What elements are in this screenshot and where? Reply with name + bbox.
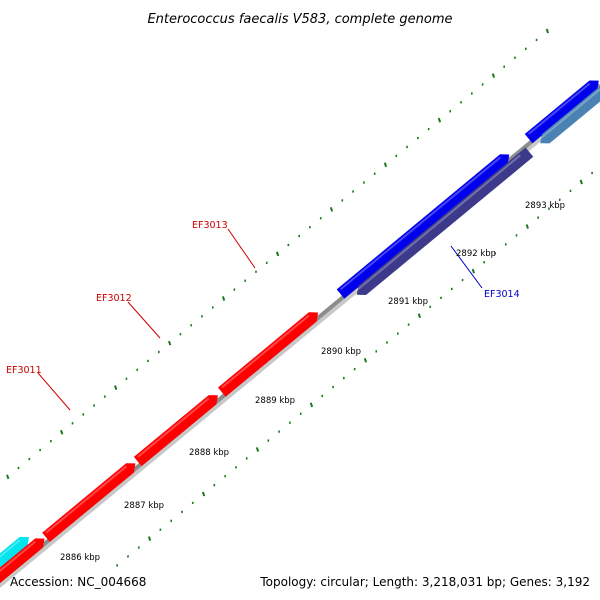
outer-dot	[275, 251, 280, 257]
callout-line-ef3011	[37, 372, 71, 411]
tick-label: 2889 kbp	[255, 396, 295, 406]
gene-highlight	[45, 465, 127, 534]
gene-highlight	[356, 154, 521, 291]
map-title: Enterococcus faecalis V583, complete gen…	[147, 12, 452, 27]
tick-label: 2888 kbp	[189, 448, 229, 458]
gene-arrow	[336, 154, 510, 299]
tick-label: 2893 kbp	[525, 201, 565, 211]
gene-highlight	[539, 88, 600, 140]
scale-ticks: 2886 kbp 2887 kbp 2888 kbp 2889 kbp 2890 kbp…	[60, 201, 565, 563]
gene-callouts: EF3011 EF3012 EF3013 EF3014	[6, 220, 520, 411]
gene-arrow	[0, 536, 29, 569]
inner-dot-ring	[116, 171, 593, 567]
gene-label-ef3013: EF3013	[192, 220, 228, 231]
outer-dot	[545, 28, 549, 34]
inner-dot	[255, 447, 260, 452]
tick-label: 2891 kbp	[388, 297, 428, 307]
gene-arrow-ef3012	[133, 395, 218, 467]
gene-arrow-ef3013	[218, 312, 319, 397]
tick-label: 2892 kbp	[456, 249, 496, 259]
inner-dot	[471, 268, 475, 274]
inner-dot	[579, 179, 583, 185]
gene-highlight	[528, 82, 591, 135]
genome-summary-text: Topology: circular; Length: 3,218,031 bp…	[259, 575, 590, 589]
gene-arrow	[0, 538, 45, 584]
tick-label: 2890 kbp	[321, 347, 361, 357]
inner-dot	[363, 357, 368, 363]
outer-dot	[329, 206, 334, 212]
tick-label: 2887 kbp	[124, 501, 164, 511]
accession-text: Accession: NC_004668	[10, 575, 146, 589]
outer-dot	[60, 429, 64, 435]
outer-dot-ring	[6, 28, 549, 480]
outer-dot	[437, 117, 442, 123]
outer-dot	[6, 474, 10, 480]
gene-arrow	[540, 86, 600, 144]
gene-track	[0, 80, 600, 584]
inner-dot	[417, 313, 422, 319]
inner-dot	[147, 536, 152, 541]
inner-dot	[525, 224, 529, 229]
gene-label-ef3011: EF3011	[6, 365, 42, 376]
callout-line-ef3012	[127, 301, 161, 339]
gene-highlight	[0, 540, 36, 573]
gene-arrow	[524, 80, 599, 144]
gene-label-ef3012: EF3012	[96, 293, 132, 304]
outer-dot	[383, 162, 388, 168]
callout-line-ef3014	[450, 245, 483, 289]
inner-dot	[309, 402, 314, 408]
outer-dot	[491, 73, 496, 78]
gene-highlight	[137, 397, 210, 458]
gene-arrow-ef3014	[356, 147, 534, 295]
outer-dot	[114, 385, 118, 391]
gene-arrow-ef3011	[42, 463, 136, 542]
gene-highlight	[0, 539, 21, 558]
tick-label: 2886 kbp	[60, 553, 100, 563]
outer-dot	[221, 296, 226, 301]
callout-line-ef3013	[227, 228, 256, 269]
outer-dot	[168, 340, 172, 346]
gene-highlight	[221, 314, 310, 389]
gene-highlight	[339, 156, 501, 291]
inner-dot	[201, 491, 206, 497]
gene-label-ef3014: EF3014	[484, 289, 520, 300]
